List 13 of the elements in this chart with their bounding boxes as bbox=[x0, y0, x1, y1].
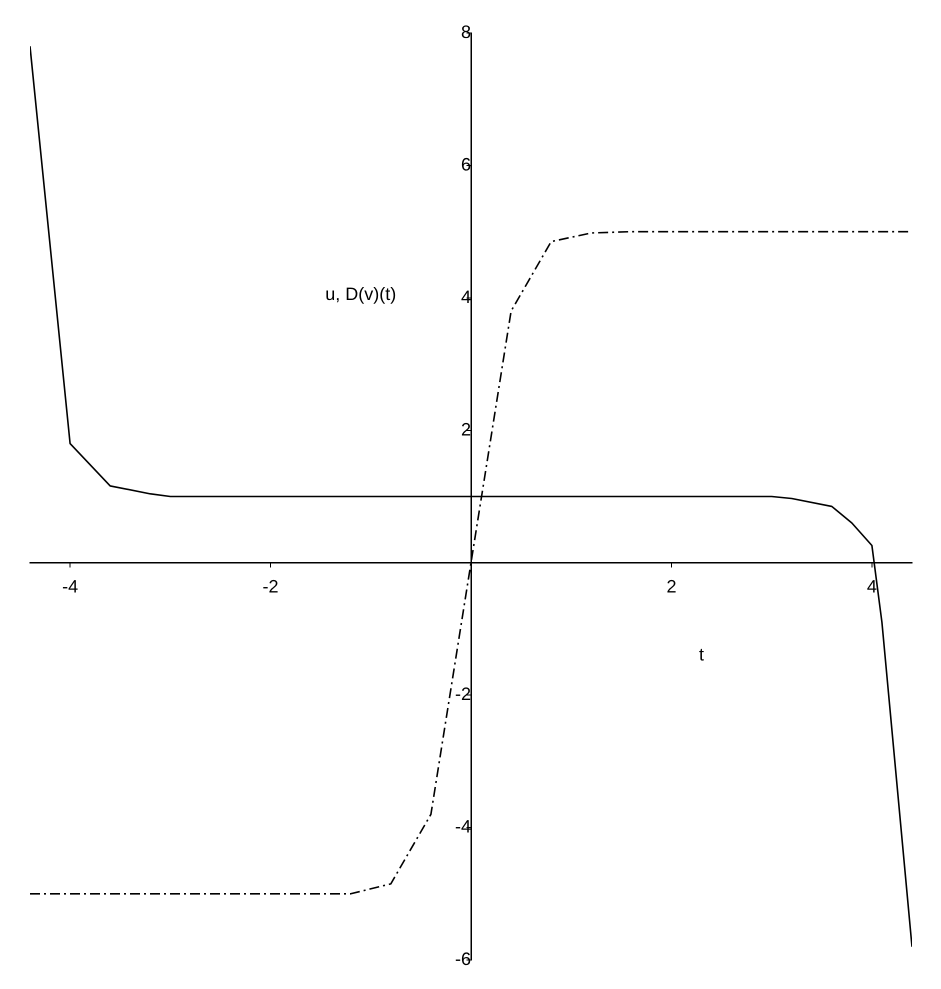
y-tick-label: -2 bbox=[454, 684, 471, 704]
y-tick-label: 4 bbox=[460, 286, 471, 307]
x-tick-label: 4 bbox=[866, 576, 877, 596]
y-axis-title: u, D(v)(t) bbox=[325, 284, 396, 304]
y-tick-label: -4 bbox=[454, 816, 471, 837]
x-axis-title: t bbox=[699, 644, 704, 664]
y-tick-label: 2 bbox=[460, 419, 471, 440]
y-tick-label: 8 bbox=[460, 22, 471, 42]
y-tick-label: -6 bbox=[454, 948, 471, 969]
x-tick-label: -4 bbox=[62, 576, 78, 596]
y-tick-label: 6 bbox=[460, 154, 471, 174]
x-tick-label: 2 bbox=[666, 576, 676, 596]
x-tick-label: -2 bbox=[262, 576, 279, 596]
